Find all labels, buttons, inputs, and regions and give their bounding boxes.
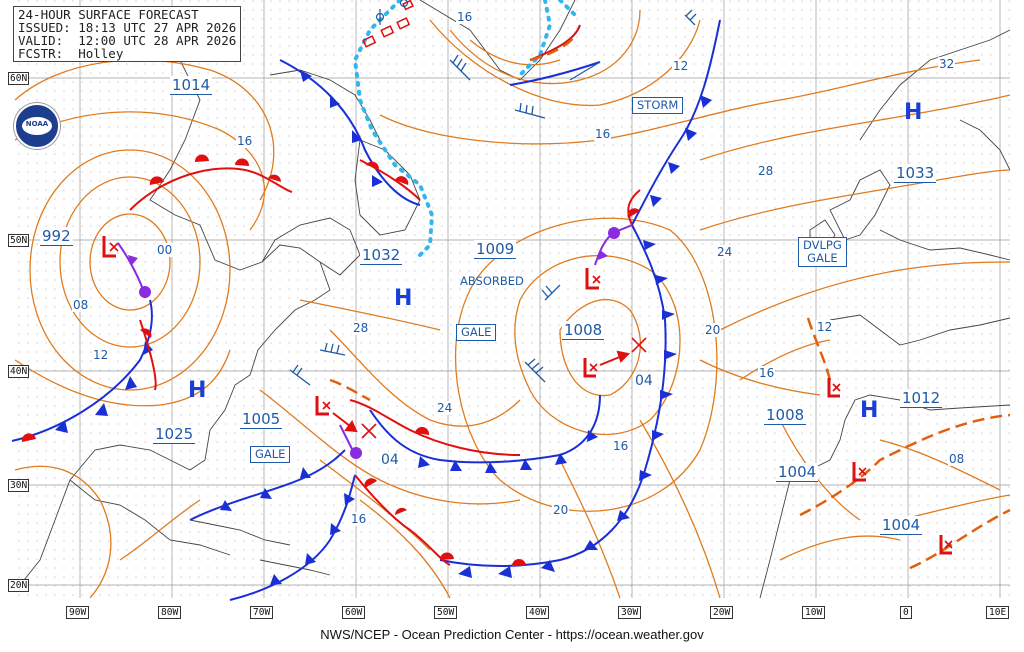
motion-arrows [332,350,631,433]
grid-dot-fill [12,0,1010,598]
warm-front-bumps [21,154,640,566]
absorbed-label: ABSORBED [460,274,524,288]
isobar-label: 16 [594,127,612,141]
lat-label-40n: 40N [8,365,30,378]
ice-edge [352,0,577,257]
developing-gale-label: DVLPG GALE [798,237,847,267]
pressure-label-1008-east: 1008 [764,406,807,425]
lat-label-30n: 30N [8,479,30,492]
pressure-label-1005: 1005 [240,410,283,429]
storm-warning-label: STORM [632,97,684,114]
troughs [329,34,1011,570]
pressure-label-1008-mid: 1008 [562,321,605,340]
pressure-label-04-mid: 04 [634,373,654,389]
high-pressure-symbol: H [860,398,879,423]
isobar-label: 28 [757,164,775,178]
lon-label-30w: 30W [618,606,642,619]
lon-label-80w: 80W [158,606,182,619]
high-pressure-symbol: H [394,286,413,311]
pressure-label-1033: 1033 [894,164,937,183]
isobar-label: 12 [672,59,690,73]
isobar-label: 16 [456,10,474,24]
pressure-label-1025: 1025 [153,425,196,444]
ice-symbols [362,0,414,48]
pressure-label-1004-south: 1004 [880,516,923,535]
pressure-label-1009: 1009 [474,240,517,259]
isobar-label: 16 [236,134,254,148]
lon-label-10e: 10E [986,606,1010,619]
isobar-label: 12 [92,348,110,362]
cold-front-teeth [55,70,712,585]
pressure-label-1004-north: 1004 [776,463,819,482]
noaa-logo: NOAA [14,103,60,149]
isobar-label: 08 [72,298,90,312]
lon-label-40w: 40W [526,606,550,619]
lat-label-20n: 20N [8,579,30,592]
low-symbols [102,236,952,555]
lon-label-50w: 50W [434,606,458,619]
high-pressure-symbol: H [904,100,923,125]
forecast-header: 24-HOUR SURFACE FORECAST ISSUED: 18:13 UT… [13,6,242,62]
lon-label-90w: 90W [66,606,90,619]
lon-label-10w: 10W [802,606,826,619]
isobar-label: 32 [938,57,956,71]
coastlines [19,0,1011,599]
lon-label-20w: 20W [710,606,734,619]
high-pressure-symbol: H [188,378,207,403]
low-x-marks [109,242,953,549]
isobar-label: 24 [436,401,454,415]
cold-front-mid-teeth [418,430,598,473]
lon-label-60w: 60W [342,606,366,619]
pressure-label-04-west: 04 [380,452,400,468]
pressure-label-1012: 1012 [900,389,943,408]
gale-warning-label-west: GALE [250,446,291,463]
credit-footer: NWS/NCEP - Ocean Prediction Center - htt… [320,627,704,642]
pressure-label-992: 992 [40,227,73,246]
occluded-front-symbols [128,227,620,459]
wind-barbs [289,9,697,386]
lat-label-60n: 60N [8,72,30,85]
isobar-label: 24 [716,245,734,259]
issued-time: ISSUED: 18:13 UTC 27 APR 2026 [18,20,237,35]
isobar-label: 20 [704,323,722,337]
isobar-label: 28 [352,321,370,335]
isobar-label: 12 [816,320,834,334]
developing-gale-line2: GALE [807,251,838,265]
lon-label-70w: 70W [250,606,274,619]
lon-label-0: 0 [900,606,912,619]
lat-label-50n: 50N [8,234,30,247]
forecaster: FCSTR: Holley [18,46,124,61]
isobar-label: 16 [612,439,630,453]
valid-time: VALID: 12:00 UTC 28 APR 2026 [18,33,237,48]
pressure-label-1032: 1032 [360,246,403,265]
isobar-label: 20 [552,503,570,517]
isobar-label: 16 [758,366,776,380]
isobars [14,9,1011,599]
gale-warning-label-mid: GALE [456,324,497,341]
chart-title: 24-HOUR SURFACE FORECAST [18,7,199,22]
isobar-label: 16 [350,512,368,526]
developing-gale-line1: DVLPG [803,238,842,252]
station-circles [375,0,409,25]
isobar-label: 08 [948,452,966,466]
isobar-label: 00 [156,243,174,257]
pressure-label-1014: 1014 [170,76,213,95]
